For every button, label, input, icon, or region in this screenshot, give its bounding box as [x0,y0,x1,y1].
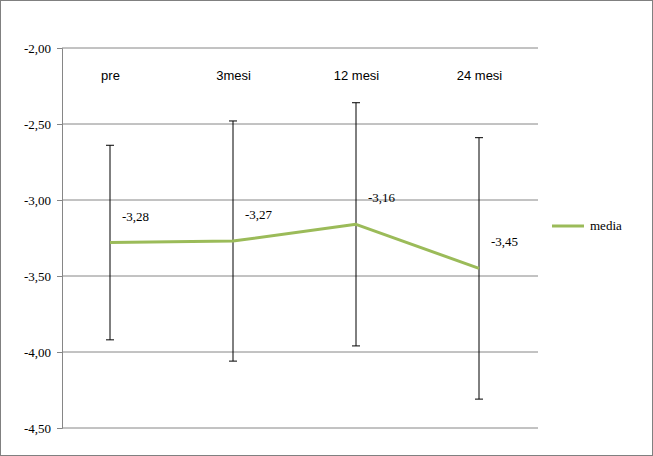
y-tick-label: -3,00 [24,193,51,208]
legend-swatch [552,225,584,228]
chart: -4,50 -4,00 -3,50 -3,00 -2,50 -2,00 pre 3mesi 12… [0,0,653,456]
grid [62,48,538,428]
y-tick-mark [57,428,62,429]
y-tick-label: -2,00 [24,41,51,56]
error-bar-cap [229,120,237,121]
y-tick-mark [57,276,62,277]
y-tick-mark [57,352,62,353]
error-bar-cap [106,339,114,340]
y-tick: -3,50 [24,269,62,284]
x-tick-label: 24 mesi [457,68,503,83]
error-bar-cap [475,399,483,400]
data-label: -3,45 [491,234,518,249]
y-tick-label: -4,00 [24,345,51,360]
y-tick-label: -2,50 [24,117,51,132]
x-tick-label: pre [101,68,120,83]
y-tick-mark [57,124,62,125]
grid-line [62,428,538,429]
legend: media [552,218,622,233]
y-tick: -4,50 [24,421,62,436]
error-bar-cap [106,145,114,146]
y-tick-mark [57,48,62,49]
grid-line [62,276,538,277]
error-bars [106,103,483,399]
x-axis: pre 3mesi 12 mesi 24 mesi [101,68,502,83]
y-axis-line [57,49,63,429]
grid-line [62,200,538,201]
data-label: -3,16 [368,190,396,205]
y-tick: -4,00 [24,345,62,360]
error-bar-cap [352,102,360,103]
x-tick-label: 3mesi [216,68,251,83]
legend-label: media [590,218,622,233]
line [110,224,479,268]
x-tick: 24 mesi [457,68,503,83]
y-tick-label: -4,50 [24,421,51,436]
data-label: -3,28 [122,209,149,224]
grid-line [62,352,538,353]
y-tick-label: -3,50 [24,269,51,284]
grid-line [62,48,538,49]
error-bar-cap [475,137,483,138]
y-axis: -4,50 -4,00 -3,50 -3,00 -2,50 -2,00 [24,41,63,436]
labels: -3,28 -3,27 -3,16 -3,45 [122,190,518,249]
x-tick: 12 mesi [334,68,380,83]
error-bar-cap [229,361,237,362]
y-tick: -2,00 [24,41,62,56]
grid-line [62,124,538,125]
y-tick: -2,50 [24,117,62,132]
x-tick-label: 12 mesi [334,68,380,83]
error-bar-cap [352,345,360,346]
chart-frame [1,1,653,456]
x-tick: pre [101,68,120,83]
x-tick: 3mesi [216,68,251,83]
y-tick-mark [57,200,62,201]
data-label: -3,27 [245,207,273,222]
plot-area [106,103,483,399]
y-tick: -3,00 [24,193,62,208]
